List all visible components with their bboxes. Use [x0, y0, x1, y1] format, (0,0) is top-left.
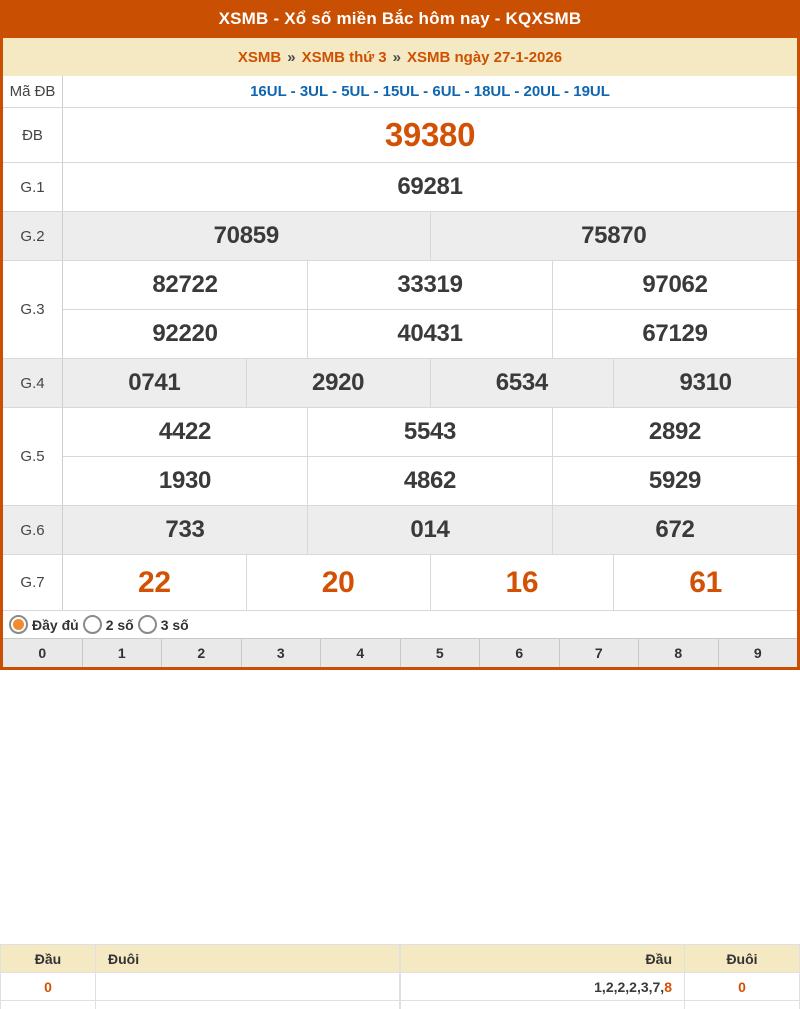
tail-stats-table: Đầu Đuôi 1,2,2,2,3,7,8 0	[400, 944, 800, 1009]
table-row	[400, 1000, 800, 1009]
radio-selected-icon	[9, 615, 28, 634]
table-row-db: ĐB 39380	[3, 107, 797, 162]
head-tail-stats: Đầu Đuôi 0 Đầu Đuôi 1,2,2,2,3,7,8 0	[0, 944, 800, 1009]
table-row: 0	[0, 972, 400, 1001]
prize-number: 61	[613, 555, 797, 610]
row-label: G.6	[3, 506, 63, 554]
column-header-duoi: Đuôi	[95, 944, 400, 973]
digit-filter-7[interactable]: 7	[558, 639, 639, 667]
prize-number: 4422	[158, 418, 212, 445]
radio-3-digits[interactable]: 3 số	[137, 615, 189, 634]
breadcrumb-link-date[interactable]: XSMB ngày 27-1-2026	[407, 48, 563, 66]
prize-number: 5543	[307, 408, 552, 456]
prize-number: 97062	[552, 261, 797, 309]
prize-number: 22	[137, 565, 171, 599]
breadcrumb-separator: »	[392, 48, 401, 66]
tail-list	[95, 972, 400, 1001]
prize-number: 6534	[429, 359, 614, 407]
prize-number: 40431	[307, 310, 552, 358]
digit-filter-strip: 0 1 2 3 4 5 6 7 8 9	[3, 638, 797, 667]
radio-label: 2 số	[105, 616, 134, 633]
row-label: ĐB	[3, 108, 63, 162]
prize-number: 672	[552, 506, 797, 554]
digit-filter-1[interactable]: 1	[81, 639, 162, 667]
row-label: Mã ĐB	[3, 76, 63, 107]
prize-number: 0741	[128, 369, 181, 396]
table-row	[0, 1000, 400, 1009]
digit-filter-5[interactable]: 5	[399, 639, 480, 667]
prize-number: 5929	[552, 457, 797, 505]
radio-unselected-icon	[82, 615, 102, 634]
prize-number: 9310	[613, 359, 797, 407]
prize-number: 33319	[307, 261, 552, 309]
digit-filter-2[interactable]: 2	[161, 639, 241, 667]
radio-label: 3 số	[160, 616, 189, 633]
digit-filter-6[interactable]: 6	[479, 639, 559, 667]
head-list: 1,2,2,2,3,7,8	[400, 972, 685, 1001]
prize-number: 69281	[397, 173, 463, 200]
table-row-g1: G.1 69281	[3, 162, 797, 211]
head-digit: 0	[0, 972, 96, 1001]
radio-label: Đầy đủ	[32, 616, 79, 633]
prize-number: 70859	[213, 222, 280, 249]
head-stats-table: Đầu Đuôi 0	[0, 944, 400, 1009]
head-list-normal: 1,2,2,2,3,7,	[594, 978, 665, 995]
digit-filter-3[interactable]: 3	[240, 639, 321, 667]
breadcrumb-link-weekday[interactable]: XSMB thứ 3	[301, 48, 387, 66]
prize-number: 92220	[152, 320, 218, 347]
table-row-g7: G.7 22 20 16 61	[3, 554, 797, 610]
table-header-row: Đầu Đuôi	[400, 944, 800, 973]
column-header-dau: Đầu	[0, 944, 96, 973]
breadcrumb-link-xsmb[interactable]: XSMB	[237, 48, 282, 66]
column-header-dau: Đầu	[400, 944, 685, 973]
display-mode-filter: Đầy đủ 2 số 3 số	[3, 610, 797, 638]
prize-number: 733	[165, 516, 205, 543]
table-row-ma-db: Mã ĐB 16UL - 3UL - 5UL - 15UL - 6UL - 18…	[3, 76, 797, 107]
table-row-g3: G.3 82722 33319 97062 92220 40431 67129	[3, 260, 797, 358]
prize-number: 39380	[384, 116, 476, 153]
prize-number: 2892	[552, 408, 797, 456]
row-label: G.1	[3, 163, 63, 211]
prize-number: 1930	[158, 467, 212, 494]
table-row-g4: G.4 0741 2920 6534 9310	[3, 358, 797, 407]
table-row-g2: G.2 70859 75870	[3, 211, 797, 260]
table-header-row: Đầu Đuôi	[0, 944, 400, 973]
digit-filter-9[interactable]: 9	[717, 639, 798, 667]
table-row-g5: G.5 4422 5543 2892 1930 4862 5929	[3, 407, 797, 505]
prize-number: 4862	[307, 457, 552, 505]
prize-number: 16	[429, 555, 614, 610]
prize-number: 014	[307, 506, 552, 554]
head-list-highlight: 8	[664, 978, 672, 995]
special-code-value[interactable]: 16UL - 3UL - 5UL - 15UL - 6UL - 18UL - 2…	[250, 83, 610, 100]
prize-number: 2920	[245, 359, 430, 407]
results-panel: XSMB » XSMB thứ 3 » XSMB ngày 27-1-2026 …	[0, 38, 800, 670]
table-row: 1,2,2,2,3,7,8 0	[400, 972, 800, 1001]
breadcrumb-separator: »	[287, 48, 296, 66]
row-label: G.5	[3, 408, 63, 505]
breadcrumb: XSMB » XSMB thứ 3 » XSMB ngày 27-1-2026	[3, 38, 797, 76]
page-title-bar: XSMB - Xổ số miền Bắc hôm nay - KQXSMB	[0, 0, 800, 38]
row-label: G.3	[3, 261, 63, 358]
prize-number: 20	[245, 555, 430, 610]
row-label: G.4	[3, 359, 63, 407]
radio-unselected-icon	[137, 615, 157, 634]
digit-filter-0[interactable]: 0	[38, 645, 47, 661]
prize-number: 67129	[552, 310, 797, 358]
page-title: XSMB - Xổ số miền Bắc hôm nay - KQXSMB	[218, 9, 582, 28]
column-header-duoi: Đuôi	[684, 944, 800, 973]
tail-digit: 0	[684, 972, 800, 1001]
row-label: G.2	[3, 212, 63, 260]
prize-number: 82722	[152, 271, 218, 298]
digit-filter-4[interactable]: 4	[320, 639, 400, 667]
radio-2-digits[interactable]: 2 số	[82, 615, 134, 634]
row-label: G.7	[3, 555, 63, 610]
radio-full-numbers[interactable]: Đầy đủ	[9, 615, 79, 634]
prize-number: 75870	[429, 212, 798, 260]
table-row-g6: G.6 733 014 672	[3, 505, 797, 554]
digit-filter-8[interactable]: 8	[638, 639, 718, 667]
